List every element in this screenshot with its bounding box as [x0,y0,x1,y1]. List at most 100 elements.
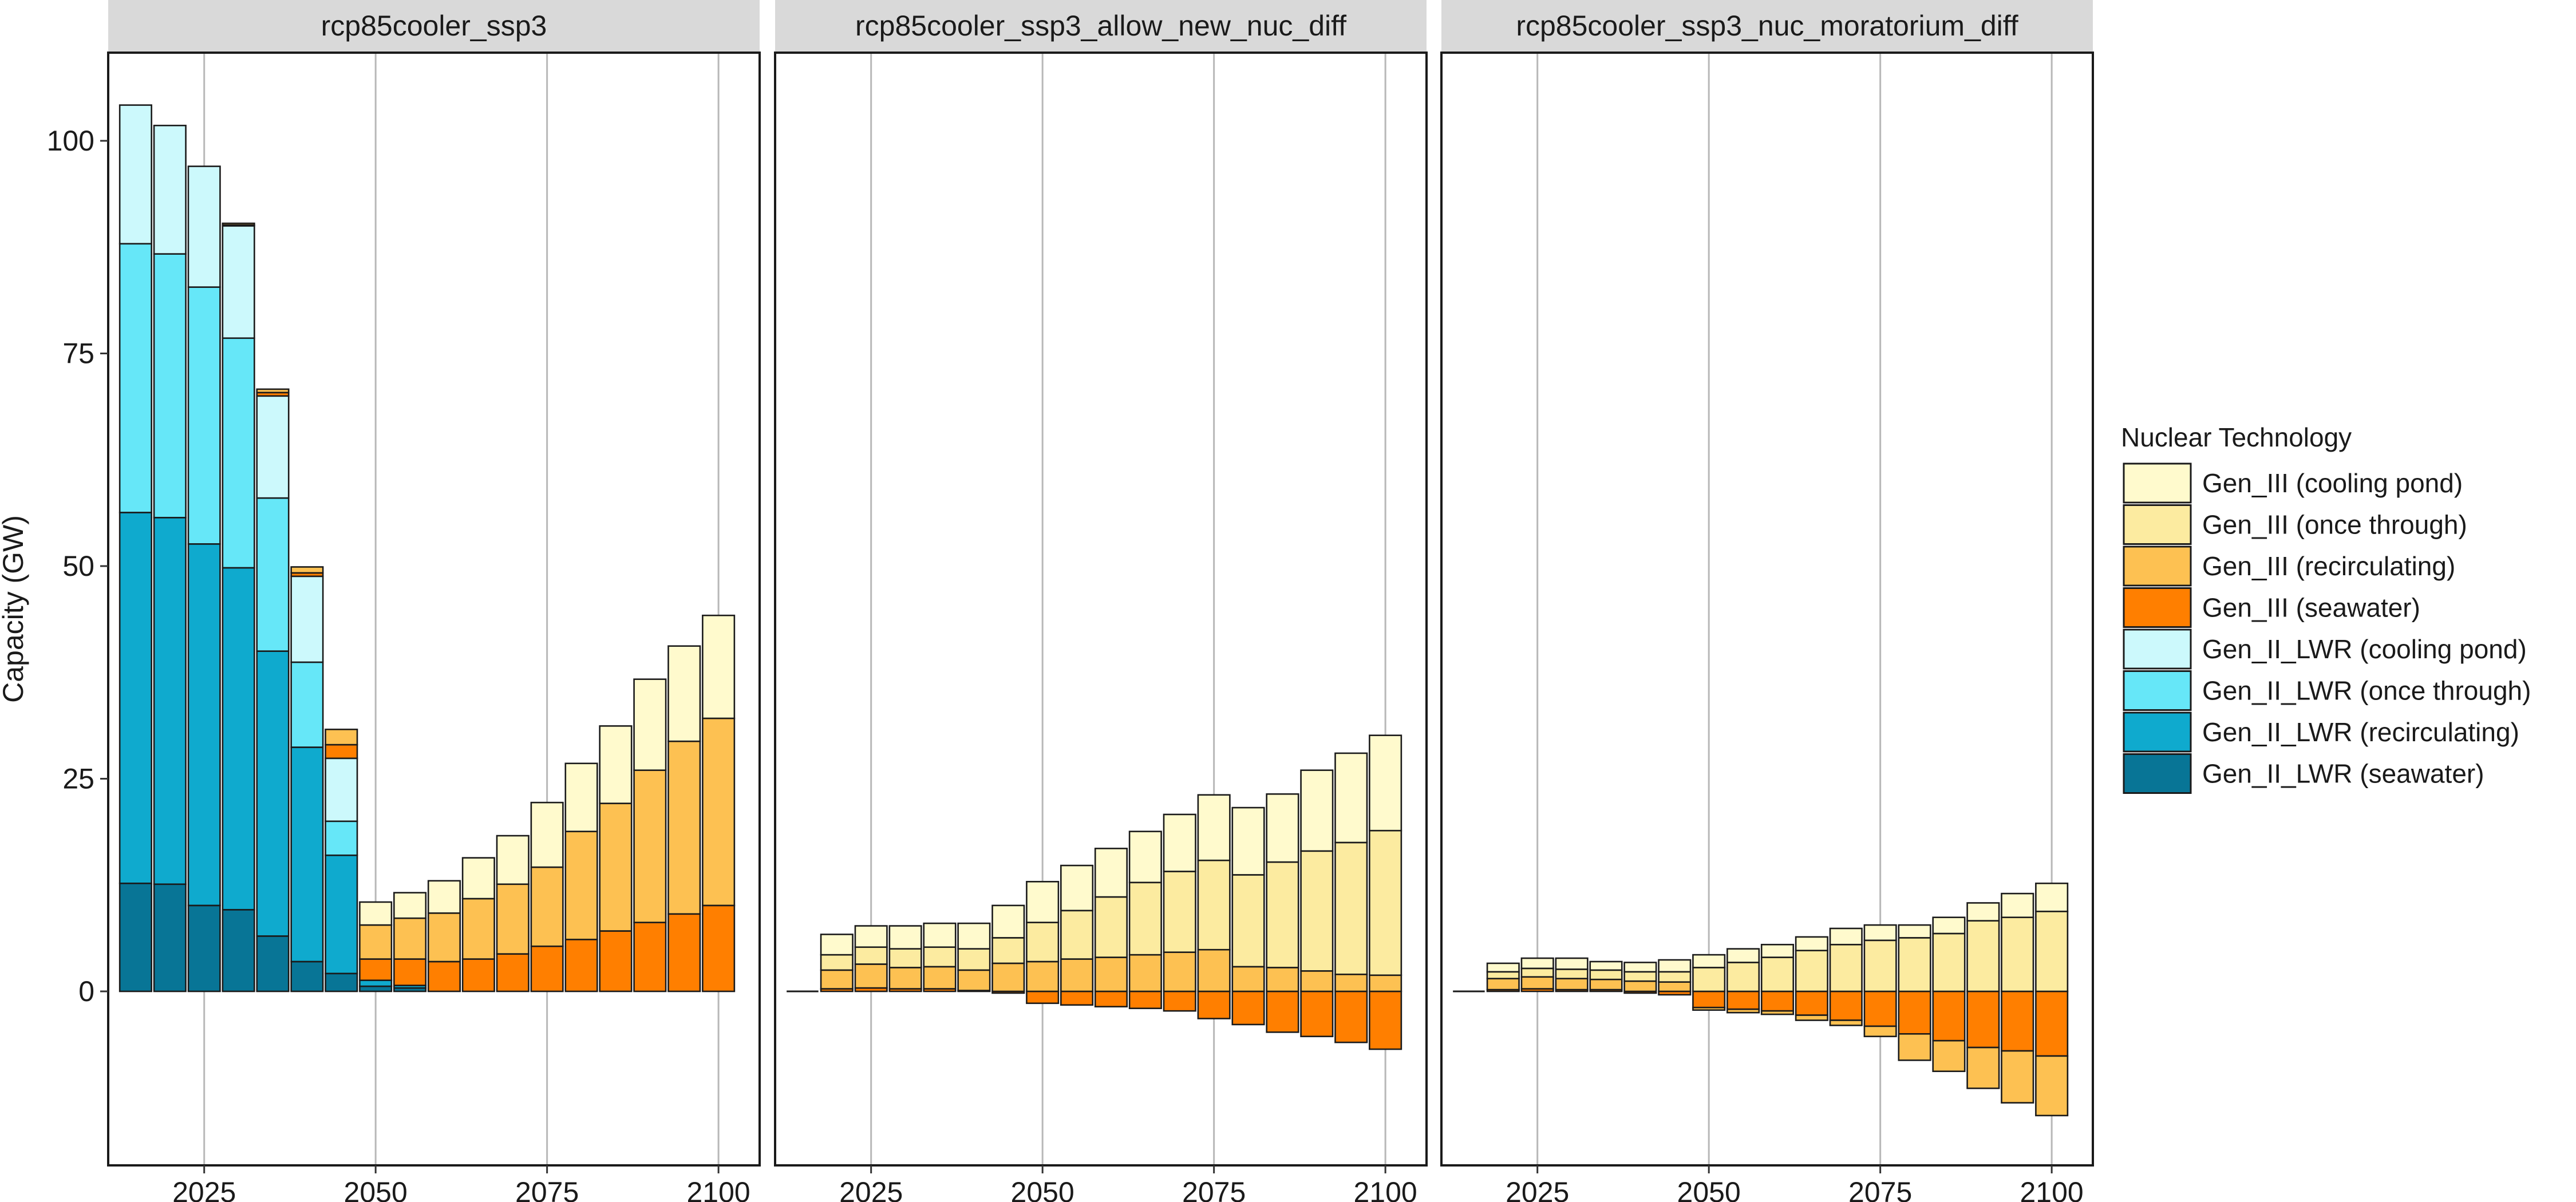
bar-segment [1197,948,1231,993]
bar-segment [923,922,957,948]
bar-segment [1760,1010,1795,1015]
bar-segment [1197,794,1231,861]
bar-segment [1163,813,1196,872]
bar-segment [2035,911,2069,993]
bar-segment [1026,990,1060,1005]
bar-segment [1369,734,1402,832]
bar-segment [1128,831,1162,884]
bar-segment [1966,990,2000,1049]
bar-segment [1966,1046,2000,1089]
bar-segment [256,388,290,394]
legend-key [2123,587,2192,628]
bar-segment [1932,990,1966,1042]
bar-segment [325,757,358,823]
bar-segment [2035,882,2069,912]
bar-segment [1231,990,1265,1026]
bar-segment [1692,990,1726,1009]
bar-segment [118,882,152,993]
bar-segment [530,866,564,947]
bar-segment [1369,829,1402,976]
bar-segment [118,512,152,884]
bar-segment [153,883,187,993]
bar-segment [1231,874,1265,968]
y-tick-label: 75 [62,338,94,370]
bar-segment [290,960,324,993]
bar-segment [427,960,461,993]
bar-segment [427,880,461,914]
bar-segment [222,222,255,226]
x-tick-label: 2075 [1848,1176,1912,1202]
bar-segment [1555,968,1589,980]
bar-segment [1623,971,1657,982]
bar-segment [325,972,358,993]
bar-segment [496,953,530,993]
bar-segment [1520,957,1554,970]
bar-segment [633,922,667,993]
bar-segment [222,337,255,569]
legend-label: Gen_II_LWR (seawater) [2202,759,2484,789]
bar-segment [1520,976,1554,990]
bar-segment [1128,954,1162,993]
bar-segment [1486,978,1520,991]
bar-segment [1932,932,1966,993]
bar-segment [1692,954,1726,968]
bar-segment [1334,752,1368,844]
bar-segment [1692,967,1726,993]
bar-segment [888,925,922,950]
panel-border [774,52,1428,1167]
bar-segment [1863,939,1897,993]
bar-segment [1060,864,1094,912]
bar-segment [1555,957,1589,970]
bar-segment [1726,1008,1760,1014]
bar-segment [1658,971,1692,983]
bar-segment [1726,948,1760,963]
bar-segment [1486,971,1520,980]
legend: Nuclear Technology Gen_III (cooling pond)… [2121,422,2531,794]
bar-segment [1231,966,1265,993]
bar-segment [256,497,290,652]
panel-border [1440,52,2094,1167]
bar-segment [187,165,221,288]
bar-segment [1197,990,1231,1019]
bar-segment [1898,924,1931,939]
bar-segment [118,104,152,245]
bar-segment [461,958,495,993]
bar-segment [957,948,991,971]
bar-segment [564,831,598,940]
bar-segment [1520,967,1554,978]
bar-segment [1726,990,1760,1010]
bar-segment [290,746,324,963]
bar-segment [564,939,598,993]
bar-segment [461,897,495,960]
bar-segment [393,892,427,919]
bar-segment [2001,916,2034,993]
bar-segment [1829,1019,1863,1026]
bar-segment [1026,922,1060,963]
y-tick-label: 0 [78,975,94,1007]
bar-segment [1094,990,1128,1008]
bar-segment [1266,967,1299,993]
bar-segment [667,645,701,742]
bar-segment [820,954,854,971]
bar-segment [633,678,667,771]
bar-segment [2001,892,2034,919]
bar-segment [222,909,255,993]
bar-segment [393,958,427,986]
bar-segment [1300,990,1334,1038]
x-tick-label: 2025 [172,1176,236,1202]
bar-segment [957,969,991,991]
bar-segment [1863,990,1897,1027]
legend-label: Gen_III (once through) [2202,510,2467,540]
x-tick-label: 2100 [1354,1176,1417,1202]
bar-segment [1966,902,2000,922]
bar-segment [1829,943,1863,993]
bar-segment [1266,793,1299,863]
bar-segment [1266,990,1299,1033]
panel-3: rcp85cooler_ssp3_nuc_moratorium_diff 2025… [1440,0,2094,1202]
legend-label: Gen_III (recirculating) [2202,551,2455,581]
bar-segment [153,253,187,519]
bar-segment [2035,990,2069,1057]
bar-segment [599,802,633,932]
